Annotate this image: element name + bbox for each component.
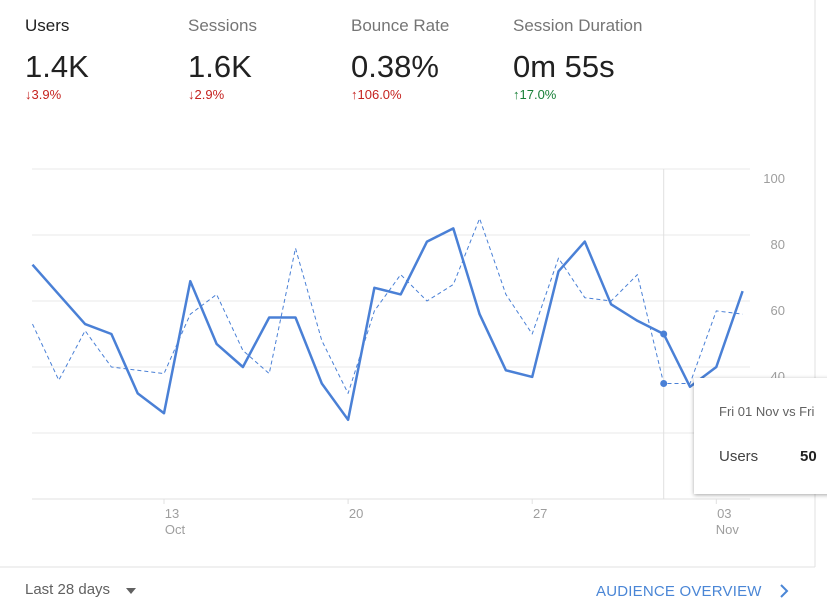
- x-tick-label: 27: [533, 506, 547, 521]
- x-tick-label: 13: [165, 506, 179, 521]
- y-tick-label: 60: [771, 303, 785, 318]
- tooltip-metric: Users: [719, 448, 759, 465]
- metric[interactable]: Users 1.4K ↓3.9%: [25, 16, 89, 102]
- metric-value: 1.6K: [188, 49, 252, 84]
- metric-name: Sessions: [188, 16, 257, 35]
- x-month-label: Nov: [716, 522, 740, 537]
- metric-value: 0m 55s: [513, 49, 615, 84]
- link-chevron[interactable]: [780, 584, 789, 598]
- y-tick-label: 80: [771, 237, 785, 252]
- tooltip-value: 50: [800, 448, 817, 465]
- metric-name: Session Duration: [513, 16, 643, 35]
- metric-value: 0.38%: [351, 49, 439, 84]
- metric[interactable]: Bounce Rate 0.38% ↑106.0%: [351, 16, 449, 102]
- x-month-label: Oct: [165, 522, 186, 537]
- tooltip: Fri 01 Nov vs Fri Users 50: [694, 378, 827, 494]
- dropdown-arrow[interactable]: [126, 588, 136, 594]
- series-line: [31, 227, 744, 422]
- x-tick-label: 03: [717, 506, 731, 521]
- metric-change: ↓2.9%: [188, 87, 225, 102]
- hover-point: [660, 330, 668, 338]
- hover-point: [660, 380, 668, 387]
- metric[interactable]: Sessions 1.6K ↓2.9%: [188, 16, 257, 102]
- metric-change: ↑17.0%: [513, 87, 557, 102]
- metric[interactable]: Session Duration 0m 55s ↑17.0%: [513, 16, 642, 102]
- x-tick-label: 20: [349, 506, 363, 521]
- date-range[interactable]: Last 28 days: [25, 581, 111, 598]
- audience-link[interactable]: AUDIENCE OVERVIEW: [596, 583, 762, 600]
- y-tick-label: 100: [763, 171, 785, 186]
- metric-name: Bounce Rate: [351, 16, 450, 35]
- metric-change: ↑106.0%: [351, 87, 402, 102]
- tooltip-title: Fri 01 Nov vs Fri: [719, 404, 815, 419]
- metric-change: ↓3.9%: [25, 87, 62, 102]
- metric-value: 1.4K: [25, 49, 89, 84]
- metric-name: Users: [25, 16, 70, 35]
